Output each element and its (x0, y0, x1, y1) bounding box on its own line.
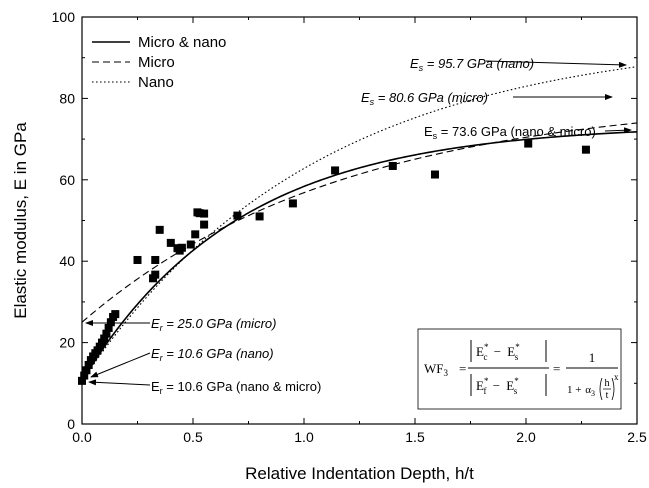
y-axis-label: Elastic modulus, E in GPa (11, 122, 30, 319)
data-point (84, 360, 93, 369)
formula-alpha-sub: 3 (591, 389, 595, 398)
axis-ticks: 0.0 0.5 1.0 1.5 2.0 2.5 0 20 40 60 80 100 (52, 9, 647, 445)
data-point (106, 318, 115, 327)
y-tick-label: 40 (59, 253, 75, 269)
data-point (102, 329, 111, 338)
svg-text:WF3: WF3 (424, 361, 449, 378)
formula-eq-1: = (459, 361, 466, 376)
formula-rhs-one: 1 + (567, 384, 581, 396)
y-tick-label: 60 (59, 172, 75, 188)
data-point (430, 170, 439, 179)
annotation-es-nano: Es = 95.7 GPa (nano) (410, 56, 534, 73)
annotation-arrow (88, 379, 151, 386)
formula-rhs-numerator: 1 (589, 350, 596, 365)
data-point (111, 310, 120, 319)
data-point (104, 323, 113, 332)
x-tick-label: 0.0 (72, 429, 92, 445)
data-point (331, 166, 340, 175)
formula-paren-right (611, 377, 615, 401)
annotation-arrow (485, 60, 627, 68)
formula-alpha: α (585, 384, 591, 396)
x-tick-label: 2.5 (627, 429, 647, 445)
svg-text:1 + α3: 1 + α3 (567, 384, 595, 398)
annotation-es-micro: Es = 80.6 GPa (micro) (361, 90, 488, 107)
data-point (581, 145, 590, 154)
formula-frame (417, 328, 622, 410)
data-point (388, 161, 397, 170)
legend-label: Micro (138, 54, 175, 71)
formula-num-b-star: * (515, 342, 520, 352)
formula-den-a-star: * (484, 376, 489, 386)
data-point (255, 212, 264, 221)
annotation-arrow (90, 352, 151, 378)
data-point (100, 334, 109, 343)
formula-h: h (605, 378, 610, 389)
formula-num-minus: − (494, 344, 501, 359)
annotation-es-both: Es = 73.6 GPa (nano & micro) (424, 124, 596, 141)
formula-den-a-sub: f (483, 386, 486, 396)
legend-label: Micro & nano (138, 34, 226, 51)
formula-t: t (606, 390, 609, 401)
formula-den-b-star: * (514, 376, 519, 386)
data-point (288, 199, 297, 208)
formula-den-b-sub: s (514, 386, 518, 396)
formula-paren-left (599, 377, 603, 401)
data-point (191, 230, 200, 239)
fit-curve-nano (81, 66, 638, 382)
formula-num-a-star: * (484, 342, 489, 352)
x-tick-label: 0.5 (183, 429, 203, 445)
annotations: Es = 95.7 GPa (nano) Es = 80.6 GPa (micro… (85, 56, 632, 396)
data-point (166, 238, 175, 247)
data-point (151, 270, 160, 279)
formula-lhs: WF (424, 361, 444, 376)
annotation-er-nano: Er = 10.6 GPa (nano) (151, 346, 274, 363)
data-point (82, 366, 91, 375)
svg-text:E*c − E*s: E* c − E* s (476, 342, 520, 363)
x-tick-label: 1.0 (294, 429, 314, 445)
formula-eq-2: = (553, 361, 560, 376)
fit-curves (81, 66, 638, 382)
data-point (177, 243, 186, 252)
formula-num-a-sub: c (483, 352, 487, 362)
formula-lhs-sub: 3 (444, 368, 449, 378)
x-tick-label: 2.0 (516, 429, 536, 445)
y-tick-label: 100 (52, 9, 76, 25)
formula-exp: x (614, 372, 619, 382)
data-point (524, 139, 533, 148)
formula-num-b-sub: s (515, 352, 519, 362)
data-point (95, 342, 104, 351)
data-point (200, 220, 209, 229)
formula-box: WF3 = E* c − E* s E* f − E* s = 1 1 + α3 h t… (417, 328, 622, 410)
data-point (151, 255, 160, 264)
fit-curve-micro (81, 122, 638, 323)
svg-text:E*f − E*s: E* f − E* s (476, 376, 519, 397)
data-point (186, 240, 195, 249)
data-point (233, 211, 242, 220)
data-point (200, 209, 209, 218)
x-axis-label: Relative Indentation Depth, h/t (245, 464, 474, 483)
formula-num-a: E (476, 344, 484, 359)
annotation-arrow (604, 127, 632, 134)
data-point (80, 371, 89, 380)
data-point (155, 225, 164, 234)
data-point (97, 338, 106, 347)
y-tick-label: 20 (59, 335, 75, 351)
formula-den-minus: − (493, 378, 500, 393)
data-points (78, 139, 590, 385)
data-point (195, 209, 204, 218)
y-tick-label: 80 (59, 90, 75, 106)
annotation-er-both: Er = 10.6 GPa (nano & micro) (151, 379, 321, 396)
legend-label: Nano (138, 74, 174, 91)
x-tick-label: 1.5 (405, 429, 425, 445)
y-tick-label: 0 (67, 416, 75, 432)
formula-den-a: E (476, 378, 484, 393)
fit-curve-micro-nano (81, 131, 638, 382)
annotation-er-micro: Er = 25.0 GPa (micro) (151, 316, 276, 333)
data-point (133, 255, 142, 264)
formula-den-b: E (506, 378, 514, 393)
legend: Micro & nano Micro Nano (92, 34, 226, 91)
formula-num-b: E (507, 344, 515, 359)
